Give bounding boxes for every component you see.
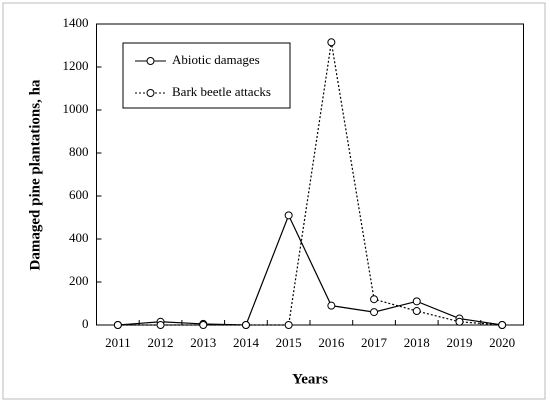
y-tick-label: 800 <box>69 144 89 159</box>
point <box>156 321 165 329</box>
x-tick-label: 2011 <box>105 335 131 350</box>
y-tick-label: 0 <box>82 316 89 331</box>
legend <box>122 42 291 109</box>
y-tick-label: 1000 <box>63 101 89 116</box>
x-tick-label: 2019 <box>446 335 472 350</box>
x-tick-label: 2020 <box>489 335 515 350</box>
y-tick-label: 1200 <box>63 58 89 73</box>
point <box>370 295 379 304</box>
point <box>199 321 208 329</box>
legend-label: Abiotic damages <box>172 52 260 67</box>
point <box>412 297 421 306</box>
y-tick-label: 600 <box>69 187 89 202</box>
x-axis-label: Years <box>292 371 328 387</box>
x-tick-label: 2013 <box>190 335 216 350</box>
point <box>284 211 293 220</box>
y-axis-label: Damaged pine plantations, ha <box>27 79 43 270</box>
x-tick-label: 2017 <box>361 335 388 350</box>
point <box>113 321 122 329</box>
point <box>284 321 293 329</box>
y-tick-label: 400 <box>69 230 89 245</box>
y-tick-label: 200 <box>69 273 89 288</box>
point <box>327 38 336 47</box>
x-tick-label: 2016 <box>318 335 345 350</box>
point <box>241 321 250 329</box>
x-tick-label: 2018 <box>404 335 430 350</box>
point <box>412 307 421 316</box>
point <box>327 301 336 310</box>
x-tick-label: 2012 <box>148 335 174 350</box>
y-tick-label: 1400 <box>63 15 89 30</box>
legend-label: Bark beetle attacks <box>172 84 271 99</box>
point <box>455 317 464 326</box>
series-line <box>117 213 503 326</box>
series-line <box>117 42 503 326</box>
legend-marker <box>146 89 155 97</box>
point <box>498 321 507 329</box>
legend-marker <box>146 57 155 65</box>
x-tick-label: 2014 <box>233 335 260 350</box>
x-tick-label: 2015 <box>276 335 302 350</box>
point <box>370 308 379 317</box>
